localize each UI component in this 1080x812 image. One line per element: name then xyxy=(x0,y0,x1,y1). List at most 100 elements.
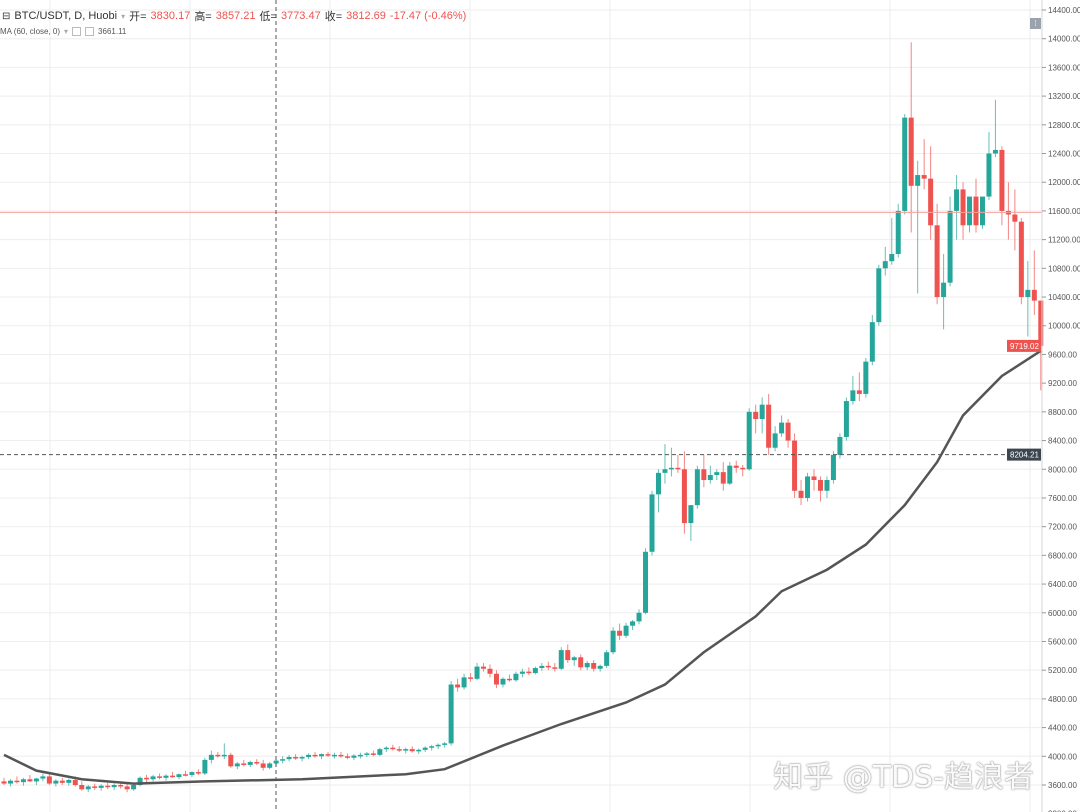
candle-body xyxy=(325,754,331,756)
candle xyxy=(740,464,746,477)
indicator-label[interactable]: MA (60, close, 0) xyxy=(0,27,61,36)
candle-body xyxy=(1,781,7,784)
candle-body xyxy=(280,759,286,761)
candle-body xyxy=(157,776,163,778)
candle xyxy=(409,746,415,753)
collapse-icon[interactable]: ⊟ xyxy=(2,10,11,22)
candle-body xyxy=(66,779,72,783)
candle-body xyxy=(630,621,636,626)
candle xyxy=(954,175,960,240)
candle xyxy=(280,756,286,764)
price-label: 8204.21 xyxy=(1010,451,1039,460)
candle xyxy=(474,663,480,681)
candle-body xyxy=(79,785,85,790)
axis-tick-label: 14000.00 xyxy=(1048,35,1080,44)
candle xyxy=(79,781,85,791)
candle-body xyxy=(941,282,947,298)
candle-body xyxy=(850,390,856,402)
candle-body xyxy=(934,225,940,298)
candle xyxy=(247,760,253,768)
candle xyxy=(221,743,227,760)
candle-body xyxy=(416,749,422,752)
candle xyxy=(195,769,201,775)
visibility-icon[interactable] xyxy=(72,27,82,36)
candle xyxy=(837,433,843,459)
candle-body xyxy=(539,665,545,669)
candle xyxy=(357,752,363,759)
candle xyxy=(798,480,804,506)
candle-body xyxy=(526,671,532,674)
candle-body xyxy=(396,749,402,751)
candle xyxy=(506,674,512,682)
candle xyxy=(53,779,59,787)
candle-body xyxy=(14,780,20,783)
candle xyxy=(532,666,538,675)
axis-tick-label: 6800.00 xyxy=(1048,551,1077,560)
candle-body xyxy=(1018,221,1024,298)
dropdown-icon[interactable]: ▾ xyxy=(121,11,126,21)
axis-tick-label: 12400.00 xyxy=(1048,150,1080,159)
price-label-box xyxy=(1007,448,1041,461)
candle xyxy=(176,773,182,780)
candle xyxy=(182,770,188,777)
candle-body xyxy=(740,467,746,470)
candle xyxy=(150,774,156,782)
candle-body xyxy=(798,490,804,498)
candle xyxy=(753,404,759,434)
candle-body xyxy=(429,746,435,748)
candle xyxy=(299,755,305,762)
candle-body xyxy=(746,411,752,470)
candle xyxy=(338,751,344,758)
settings-icon[interactable]: ⁞ xyxy=(1030,18,1041,29)
candle-body xyxy=(215,754,221,757)
candle xyxy=(863,358,869,398)
candle-body xyxy=(1012,214,1018,222)
price-label-box xyxy=(1007,339,1041,352)
candle xyxy=(668,447,674,477)
axis-tick-label: 11600.00 xyxy=(1048,207,1080,216)
candle-body xyxy=(578,657,584,668)
candle-body xyxy=(260,763,266,768)
candle xyxy=(448,680,454,746)
symbol-label[interactable]: BTC/USDT, D, Huobi xyxy=(14,10,118,22)
candle-body xyxy=(817,480,823,491)
candle xyxy=(759,397,765,434)
open-label: 开= xyxy=(129,11,147,23)
candle xyxy=(33,777,39,785)
dropdown-icon[interactable]: ▾ xyxy=(64,27,69,36)
candle-body xyxy=(312,754,318,757)
change-value: -17.47 (-0.46%) xyxy=(389,10,467,22)
candle xyxy=(675,454,681,473)
candle xyxy=(630,619,636,630)
candle xyxy=(40,773,46,782)
open-value: 3830.17 xyxy=(150,10,191,22)
candle-body xyxy=(169,775,175,778)
candle xyxy=(344,753,350,760)
close-icon[interactable] xyxy=(85,27,95,36)
candle-body xyxy=(720,472,726,484)
candle-body xyxy=(422,747,428,750)
candle-body xyxy=(131,785,137,790)
candle xyxy=(124,783,130,793)
axis-tick-label: 10400.00 xyxy=(1048,293,1080,302)
candle-body xyxy=(617,630,623,636)
candle xyxy=(545,661,551,671)
candle xyxy=(869,314,875,366)
candle-body xyxy=(604,652,610,666)
candle-body xyxy=(118,785,124,787)
candle-body xyxy=(552,667,558,669)
axis-tick-label: 6400.00 xyxy=(1048,580,1077,589)
price-axis[interactable]: 3200.00 3600.00 4000.00 4400.00 4800.00 5200.… xyxy=(1042,6,1080,812)
candle xyxy=(779,415,785,437)
candle xyxy=(157,773,163,780)
candle xyxy=(403,747,409,754)
candle xyxy=(928,146,934,240)
candle xyxy=(720,462,726,491)
candle xyxy=(571,655,577,666)
candle xyxy=(351,754,357,760)
candle xyxy=(513,671,519,682)
candle xyxy=(442,741,448,748)
candle-body xyxy=(442,743,448,745)
candle-body xyxy=(643,551,649,613)
